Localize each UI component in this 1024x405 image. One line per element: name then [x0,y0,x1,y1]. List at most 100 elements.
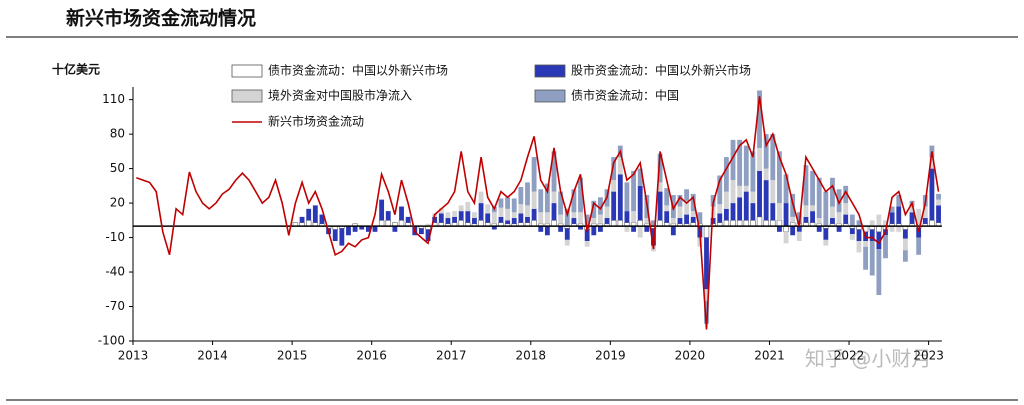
bar [883,235,888,259]
bar [684,189,690,201]
bar [551,203,557,221]
bar [398,220,405,227]
bar [352,226,358,232]
bar [458,211,464,221]
legend-label: 股市资金流动：中国以外新兴市场 [571,63,751,78]
bar [810,205,815,212]
bar [637,168,643,186]
bar [478,191,484,204]
x-tick-label: 2021 [754,349,785,363]
bar [929,157,935,169]
bar [518,186,524,205]
bar [624,211,630,223]
bar [803,205,809,217]
bar [770,180,776,204]
bar [849,228,855,235]
bar [770,220,776,227]
bar [584,214,590,227]
bar [849,214,855,227]
bar [418,228,424,235]
bar [392,226,398,232]
x-tick-label: 2020 [675,349,706,363]
bar [472,212,477,219]
bar [737,139,743,186]
bar [750,203,756,221]
bar [531,220,537,227]
bar [869,241,875,276]
bar [359,226,365,230]
bar [664,188,670,206]
legend-swatch [231,64,263,78]
bar [571,212,577,219]
y-tick-label: -70 [105,299,125,313]
bar [869,220,875,227]
bar [750,191,756,204]
bar [564,239,570,246]
bar [498,198,504,208]
bar [644,218,650,224]
bar [558,226,564,232]
bar [584,229,590,242]
x-tick-label: 2014 [197,349,228,363]
bar [743,191,749,221]
bar [505,197,511,209]
y-axis-label: 十亿美元 [52,62,100,77]
bar [863,246,869,270]
bar [657,153,663,183]
bar [936,199,941,206]
legend-label: 境外资金对中国股市净流入 [268,88,412,103]
bar [836,189,842,213]
bar [610,220,617,227]
bar [611,180,617,192]
bar [312,205,318,223]
bar [425,223,431,227]
bar [816,177,822,219]
bar [465,201,471,212]
bar [929,220,935,227]
bar [518,204,524,214]
legend-label: 新兴市场资金流动 [268,114,364,129]
bar [743,185,749,192]
bar [790,216,796,223]
bar [385,211,391,221]
bar [631,211,636,223]
bar [803,165,809,206]
bar [458,205,464,212]
bar [631,170,636,212]
bar [690,216,696,223]
bar [578,177,583,213]
bar [830,177,835,207]
bar [332,229,338,242]
bar [936,193,941,200]
bar [796,231,802,242]
bar [843,203,849,215]
bar [525,216,530,223]
x-tick-label: 2023 [913,349,944,363]
bar [319,214,325,224]
bar [677,195,683,207]
bar [763,134,769,169]
legend-swatch [534,64,566,78]
bar [551,151,557,192]
bar [777,151,782,204]
bar [810,211,815,223]
bar [776,220,783,227]
bar [465,211,471,223]
bar [365,226,371,232]
bar [763,220,769,227]
bar [551,191,557,204]
bar [783,225,789,233]
bar [690,211,696,217]
bar [624,226,630,232]
bar [876,214,882,227]
bar [385,220,391,227]
bar [306,208,312,221]
bar [816,226,822,232]
bar [922,218,928,224]
bar [438,207,444,214]
bar [445,218,451,224]
bar [856,241,862,253]
bar [617,157,623,175]
bar [757,147,762,171]
legend-label: 债市资金流动：中国以外新兴市场 [268,63,448,78]
